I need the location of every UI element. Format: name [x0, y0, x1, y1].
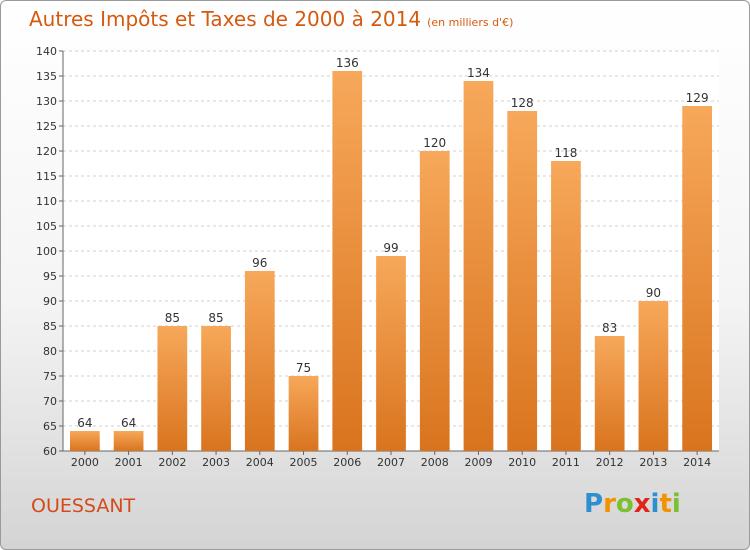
chart-title-text: Autres Impôts et Taxes de 2000 à 2014	[29, 7, 422, 31]
bar-value-label: 120	[423, 136, 446, 150]
logo-letter: P	[584, 489, 604, 519]
x-tick-label: 2003	[202, 456, 230, 469]
y-tick-label: 105	[36, 220, 57, 233]
logo-letter: o	[615, 489, 634, 519]
y-tick-label: 120	[36, 145, 57, 158]
y-tick-label: 130	[36, 95, 57, 108]
chart-title: Autres Impôts et Taxes de 2000 à 2014 (en…	[29, 7, 513, 31]
bar-value-label: 96	[252, 256, 267, 270]
bar	[419, 151, 450, 451]
logo-letter: i	[650, 489, 660, 519]
x-tick-label: 2007	[377, 456, 405, 469]
x-tick-label: 2002	[158, 456, 186, 469]
bar	[551, 161, 581, 451]
bar	[376, 256, 406, 451]
y-tick-label: 60	[43, 445, 57, 458]
x-tick-label: 2011	[552, 456, 580, 469]
chart-title-unit: (en milliers d'€)	[427, 16, 514, 29]
bar-value-label: 75	[296, 361, 311, 375]
y-tick-label: 135	[36, 70, 57, 83]
y-tick-label: 95	[43, 270, 57, 283]
y-tick-label: 90	[43, 295, 57, 308]
logo-letter: t	[659, 489, 672, 519]
y-tick-label: 85	[43, 320, 57, 333]
bar	[682, 106, 713, 451]
x-tick-label: 2004	[246, 456, 274, 469]
bar	[69, 431, 100, 451]
bar-value-label: 64	[77, 416, 92, 430]
logo-letter: i	[671, 489, 681, 519]
bar	[244, 271, 275, 451]
y-tick-label: 75	[43, 370, 57, 383]
commune-name: OUESSANT	[31, 495, 136, 517]
x-tick-label: 2005	[290, 456, 318, 469]
logo-letter: r	[603, 489, 616, 519]
x-tick-label: 2000	[71, 456, 99, 469]
y-tick-label: 140	[36, 45, 57, 58]
bar-value-label: 85	[208, 311, 223, 325]
bar	[594, 336, 625, 451]
y-tick-label: 110	[36, 195, 57, 208]
y-tick-label: 125	[36, 120, 57, 133]
logo-letter: x	[633, 489, 651, 519]
bar	[463, 81, 494, 451]
y-tick-label: 115	[36, 170, 57, 183]
x-tick-label: 2010	[508, 456, 536, 469]
bar-value-label: 99	[383, 241, 398, 255]
bar	[288, 376, 319, 451]
bar-value-label: 129	[686, 91, 709, 105]
x-tick-label: 2008	[421, 456, 449, 469]
y-tick-label: 100	[36, 245, 57, 258]
bar-value-label: 83	[602, 321, 617, 335]
y-tick-label: 65	[43, 420, 57, 433]
x-tick-label: 2014	[683, 456, 711, 469]
bar	[507, 111, 538, 451]
proxiti-logo: Proxiti	[584, 489, 681, 519]
y-tick-label: 80	[43, 345, 57, 358]
bar-value-label: 136	[336, 56, 359, 70]
x-tick-label: 2009	[464, 456, 492, 469]
bar	[201, 326, 231, 451]
y-tick-label: 70	[43, 395, 57, 408]
bar	[332, 71, 363, 451]
bar-value-label: 128	[511, 96, 534, 110]
bar-value-label: 134	[467, 66, 490, 80]
bar	[157, 326, 188, 451]
bar-value-label: 85	[165, 311, 180, 325]
bar-value-label: 118	[554, 146, 577, 160]
x-tick-label: 2012	[596, 456, 624, 469]
bar	[638, 301, 669, 451]
bar-value-label: 64	[121, 416, 136, 430]
bar	[113, 431, 144, 451]
x-tick-label: 2013	[639, 456, 667, 469]
x-tick-label: 2006	[333, 456, 361, 469]
bar-value-label: 90	[646, 286, 661, 300]
x-tick-label: 2001	[115, 456, 143, 469]
